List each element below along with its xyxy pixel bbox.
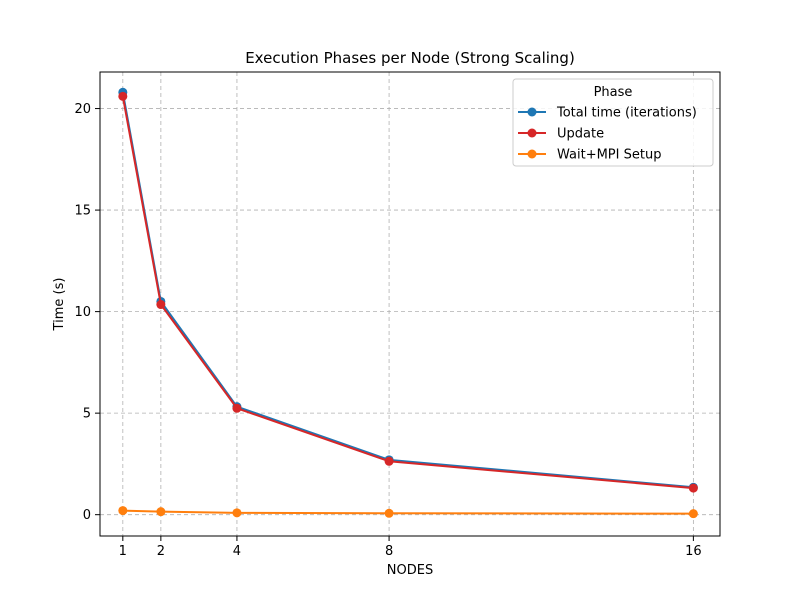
series-group (118, 91, 698, 493)
legend-box (512, 78, 714, 167)
x-axis: 1 2 4 8 16 (119, 536, 702, 559)
data-point (156, 300, 166, 310)
x-axis-label: NODES (387, 563, 433, 578)
series-layer (118, 87, 698, 519)
x-tick-label: 2 (157, 544, 165, 559)
y-tick-label: 15 (74, 204, 91, 219)
grid (100, 72, 720, 536)
data-point (118, 91, 128, 101)
data-point (688, 483, 698, 493)
x-tick-label: 16 (685, 544, 702, 559)
y-axis-label: Time (s) (52, 278, 67, 332)
legend-label: Update (557, 127, 604, 142)
x-tick-label: 1 (119, 544, 127, 559)
y-axis: 0 5 10 15 20 (74, 102, 100, 523)
chart-title: Execution Phases per Node (Strong Scalin… (245, 49, 575, 67)
legend: Phase Total time (iterations) Update Wait+… (512, 78, 714, 167)
data-point (384, 508, 394, 518)
data-point (156, 507, 166, 517)
y-tick-label: 0 (83, 508, 91, 523)
legend-label: Wait+MPI Setup (557, 148, 661, 163)
legend-title: Phase (594, 85, 633, 100)
x-tick-label: 4 (233, 544, 241, 559)
data-point (384, 456, 394, 466)
data-point (118, 506, 128, 516)
series-line (122, 509, 694, 515)
y-tick-label: 20 (74, 102, 91, 117)
data-point (232, 403, 242, 413)
y-tick-label: 5 (83, 407, 91, 422)
legend-items: Total time (iterations) Update Wait+MPI Se… (518, 106, 697, 163)
data-point (232, 508, 242, 518)
legend-marker (527, 149, 537, 159)
legend-marker (527, 128, 537, 138)
plot-frame (99, 71, 721, 537)
legend-marker (527, 107, 537, 117)
data-point (688, 509, 698, 519)
y-tick-label: 10 (74, 305, 91, 320)
legend-label: Total time (iterations) (556, 106, 697, 121)
series-group (118, 506, 698, 519)
x-tick-label: 8 (385, 544, 393, 559)
